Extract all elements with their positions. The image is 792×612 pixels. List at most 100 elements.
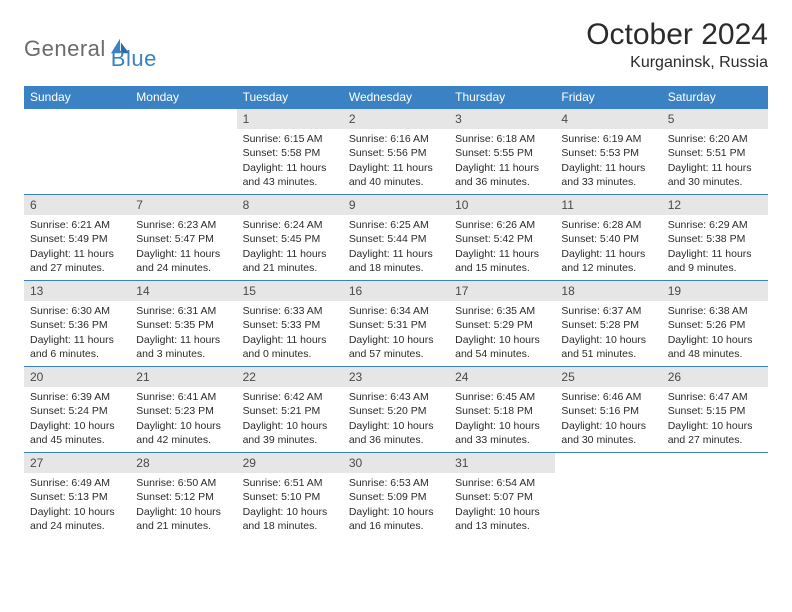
- calendar-day-cell: [24, 109, 130, 195]
- day-number: 14: [130, 281, 236, 301]
- day-number: 26: [662, 367, 768, 387]
- day-content: Sunrise: 6:41 AMSunset: 5:23 PMDaylight:…: [130, 387, 236, 451]
- day-number: 25: [555, 367, 661, 387]
- day-content: Sunrise: 6:24 AMSunset: 5:45 PMDaylight:…: [237, 215, 343, 279]
- day-content: Sunrise: 6:16 AMSunset: 5:56 PMDaylight:…: [343, 129, 449, 193]
- sunrise-text: Sunrise: 6:41 AM: [136, 390, 230, 404]
- calendar-day-cell: 13Sunrise: 6:30 AMSunset: 5:36 PMDayligh…: [24, 281, 130, 367]
- calendar-day-cell: 11Sunrise: 6:28 AMSunset: 5:40 PMDayligh…: [555, 195, 661, 281]
- weekday-header: Monday: [130, 86, 236, 109]
- sunset-text: Sunset: 5:12 PM: [136, 490, 230, 504]
- sunrise-text: Sunrise: 6:35 AM: [455, 304, 549, 318]
- sunset-text: Sunset: 5:28 PM: [561, 318, 655, 332]
- day-content: Sunrise: 6:51 AMSunset: 5:10 PMDaylight:…: [237, 473, 343, 537]
- sunset-text: Sunset: 5:33 PM: [243, 318, 337, 332]
- calendar-week-row: 1Sunrise: 6:15 AMSunset: 5:58 PMDaylight…: [24, 109, 768, 195]
- sunset-text: Sunset: 5:21 PM: [243, 404, 337, 418]
- calendar-week-row: 20Sunrise: 6:39 AMSunset: 5:24 PMDayligh…: [24, 367, 768, 453]
- sunrise-text: Sunrise: 6:16 AM: [349, 132, 443, 146]
- day-number: 20: [24, 367, 130, 387]
- daylight-text: Daylight: 10 hours and 54 minutes.: [455, 333, 549, 361]
- calendar-day-cell: 12Sunrise: 6:29 AMSunset: 5:38 PMDayligh…: [662, 195, 768, 281]
- daylight-text: Daylight: 10 hours and 24 minutes.: [30, 505, 124, 533]
- daylight-text: Daylight: 10 hours and 39 minutes.: [243, 419, 337, 447]
- location-label: Kurganinsk, Russia: [586, 54, 768, 72]
- brand-text-2: Blue: [111, 46, 157, 72]
- day-number: 19: [662, 281, 768, 301]
- calendar-day-cell: 29Sunrise: 6:51 AMSunset: 5:10 PMDayligh…: [237, 453, 343, 539]
- day-number: 2: [343, 109, 449, 129]
- sunset-text: Sunset: 5:44 PM: [349, 232, 443, 246]
- day-number: 3: [449, 109, 555, 129]
- calendar-day-cell: [662, 453, 768, 539]
- day-number: 11: [555, 195, 661, 215]
- calendar-day-cell: 10Sunrise: 6:26 AMSunset: 5:42 PMDayligh…: [449, 195, 555, 281]
- day-number: 22: [237, 367, 343, 387]
- month-title: October 2024: [586, 18, 768, 52]
- daylight-text: Daylight: 11 hours and 24 minutes.: [136, 247, 230, 275]
- calendar-day-cell: 26Sunrise: 6:47 AMSunset: 5:15 PMDayligh…: [662, 367, 768, 453]
- sunrise-text: Sunrise: 6:38 AM: [668, 304, 762, 318]
- daylight-text: Daylight: 11 hours and 36 minutes.: [455, 161, 549, 189]
- sunset-text: Sunset: 5:10 PM: [243, 490, 337, 504]
- daylight-text: Daylight: 10 hours and 18 minutes.: [243, 505, 337, 533]
- sunrise-text: Sunrise: 6:25 AM: [349, 218, 443, 232]
- calendar-day-cell: 22Sunrise: 6:42 AMSunset: 5:21 PMDayligh…: [237, 367, 343, 453]
- daylight-text: Daylight: 11 hours and 27 minutes.: [30, 247, 124, 275]
- day-content: Sunrise: 6:15 AMSunset: 5:58 PMDaylight:…: [237, 129, 343, 193]
- sunset-text: Sunset: 5:20 PM: [349, 404, 443, 418]
- weekday-header: Sunday: [24, 86, 130, 109]
- day-number: 29: [237, 453, 343, 473]
- sunrise-text: Sunrise: 6:18 AM: [455, 132, 549, 146]
- day-content: Sunrise: 6:30 AMSunset: 5:36 PMDaylight:…: [24, 301, 130, 365]
- day-content: Sunrise: 6:38 AMSunset: 5:26 PMDaylight:…: [662, 301, 768, 365]
- calendar-day-cell: 23Sunrise: 6:43 AMSunset: 5:20 PMDayligh…: [343, 367, 449, 453]
- sunrise-text: Sunrise: 6:50 AM: [136, 476, 230, 490]
- sunset-text: Sunset: 5:47 PM: [136, 232, 230, 246]
- sunset-text: Sunset: 5:29 PM: [455, 318, 549, 332]
- day-content: Sunrise: 6:53 AMSunset: 5:09 PMDaylight:…: [343, 473, 449, 537]
- day-number: 30: [343, 453, 449, 473]
- daylight-text: Daylight: 11 hours and 18 minutes.: [349, 247, 443, 275]
- weekday-header: Thursday: [449, 86, 555, 109]
- sunrise-text: Sunrise: 6:54 AM: [455, 476, 549, 490]
- calendar-day-cell: 25Sunrise: 6:46 AMSunset: 5:16 PMDayligh…: [555, 367, 661, 453]
- day-content: Sunrise: 6:20 AMSunset: 5:51 PMDaylight:…: [662, 129, 768, 193]
- daylight-text: Daylight: 11 hours and 6 minutes.: [30, 333, 124, 361]
- sunrise-text: Sunrise: 6:46 AM: [561, 390, 655, 404]
- day-number: 24: [449, 367, 555, 387]
- weekday-header: Wednesday: [343, 86, 449, 109]
- daylight-text: Daylight: 11 hours and 12 minutes.: [561, 247, 655, 275]
- calendar-day-cell: 30Sunrise: 6:53 AMSunset: 5:09 PMDayligh…: [343, 453, 449, 539]
- weekday-header: Saturday: [662, 86, 768, 109]
- sunrise-text: Sunrise: 6:49 AM: [30, 476, 124, 490]
- weekday-header-row: Sunday Monday Tuesday Wednesday Thursday…: [24, 86, 768, 109]
- weekday-header: Friday: [555, 86, 661, 109]
- calendar-day-cell: 3 Sunrise: 6:18 AMSunset: 5:55 PMDaylight…: [449, 109, 555, 195]
- day-number: 23: [343, 367, 449, 387]
- day-content: Sunrise: 6:31 AMSunset: 5:35 PMDaylight:…: [130, 301, 236, 365]
- calendar-day-cell: 7Sunrise: 6:23 AMSunset: 5:47 PMDaylight…: [130, 195, 236, 281]
- calendar-day-cell: 9Sunrise: 6:25 AMSunset: 5:44 PMDaylight…: [343, 195, 449, 281]
- sunset-text: Sunset: 5:38 PM: [668, 232, 762, 246]
- daylight-text: Daylight: 11 hours and 40 minutes.: [349, 161, 443, 189]
- daylight-text: Daylight: 11 hours and 3 minutes.: [136, 333, 230, 361]
- day-number: 16: [343, 281, 449, 301]
- sunrise-text: Sunrise: 6:30 AM: [30, 304, 124, 318]
- day-number: 6: [24, 195, 130, 215]
- sunset-text: Sunset: 5:16 PM: [561, 404, 655, 418]
- calendar-day-cell: 1Sunrise: 6:15 AMSunset: 5:58 PMDaylight…: [237, 109, 343, 195]
- day-content: Sunrise: 6:35 AMSunset: 5:29 PMDaylight:…: [449, 301, 555, 365]
- day-number: 4: [555, 109, 661, 129]
- sunset-text: Sunset: 5:24 PM: [30, 404, 124, 418]
- sunrise-text: Sunrise: 6:34 AM: [349, 304, 443, 318]
- sunset-text: Sunset: 5:55 PM: [455, 146, 549, 160]
- sunset-text: Sunset: 5:36 PM: [30, 318, 124, 332]
- daylight-text: Daylight: 10 hours and 48 minutes.: [668, 333, 762, 361]
- calendar-day-cell: 20Sunrise: 6:39 AMSunset: 5:24 PMDayligh…: [24, 367, 130, 453]
- day-number: 28: [130, 453, 236, 473]
- calendar-day-cell: 24Sunrise: 6:45 AMSunset: 5:18 PMDayligh…: [449, 367, 555, 453]
- calendar-day-cell: 15Sunrise: 6:33 AMSunset: 5:33 PMDayligh…: [237, 281, 343, 367]
- sunset-text: Sunset: 5:58 PM: [243, 146, 337, 160]
- day-content: Sunrise: 6:43 AMSunset: 5:20 PMDaylight:…: [343, 387, 449, 451]
